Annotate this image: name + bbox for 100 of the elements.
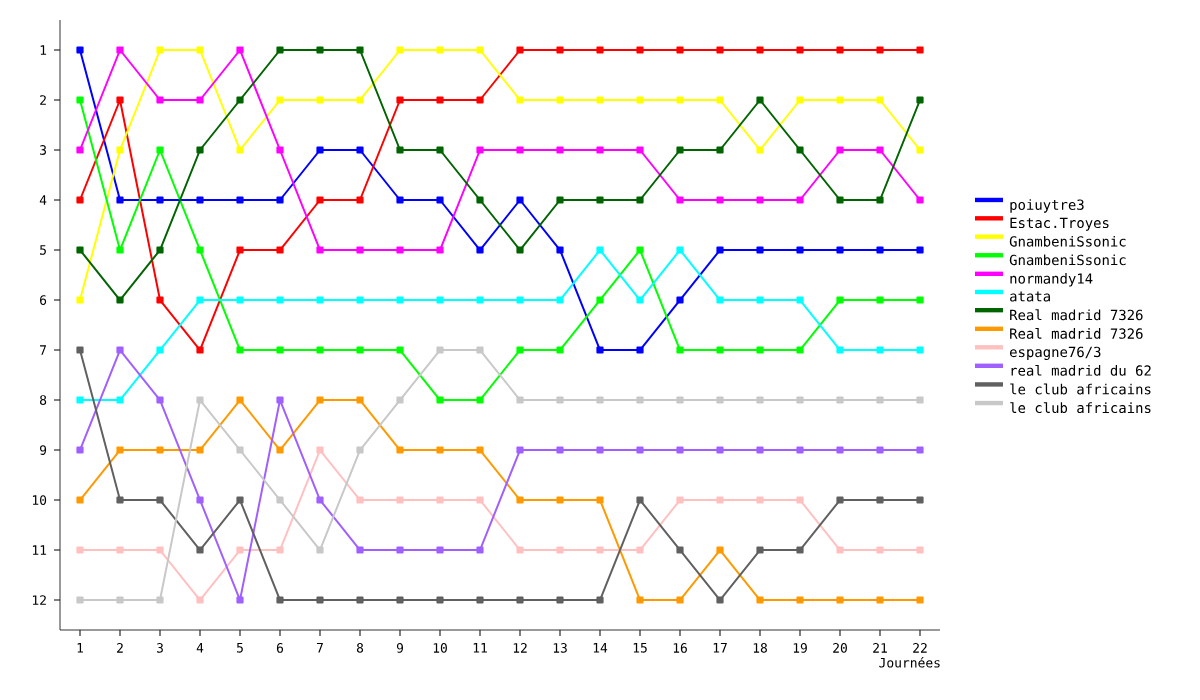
point [676, 396, 684, 404]
point [156, 396, 164, 404]
point [876, 446, 884, 454]
point [236, 96, 244, 104]
point [476, 296, 484, 304]
point [196, 96, 204, 104]
point [156, 196, 164, 204]
point [916, 96, 924, 104]
point [276, 396, 284, 404]
point [76, 196, 84, 204]
point [116, 196, 124, 204]
point [676, 196, 684, 204]
point [476, 346, 484, 354]
point [396, 46, 404, 54]
point [156, 246, 164, 254]
point [316, 196, 324, 204]
point [156, 496, 164, 504]
point [516, 196, 524, 204]
point [916, 346, 924, 354]
point [556, 196, 564, 204]
point [876, 246, 884, 254]
point [676, 246, 684, 254]
point [756, 246, 764, 254]
point [836, 346, 844, 354]
point [236, 196, 244, 204]
point [556, 146, 564, 154]
point [396, 446, 404, 454]
point [836, 496, 844, 504]
point [836, 396, 844, 404]
point [676, 546, 684, 554]
point [356, 546, 364, 554]
point [156, 546, 164, 554]
point [236, 446, 244, 454]
point [916, 396, 924, 404]
point [76, 346, 84, 354]
point [716, 596, 724, 604]
point [196, 196, 204, 204]
point [716, 546, 724, 554]
point [356, 496, 364, 504]
point [796, 496, 804, 504]
point [356, 296, 364, 304]
point [796, 96, 804, 104]
point [196, 346, 204, 354]
point [556, 546, 564, 554]
point [716, 246, 724, 254]
point [876, 146, 884, 154]
point [156, 346, 164, 354]
point [76, 446, 84, 454]
point [196, 496, 204, 504]
point [836, 246, 844, 254]
point [836, 46, 844, 54]
point [356, 346, 364, 354]
point [356, 396, 364, 404]
point [396, 196, 404, 204]
point [116, 146, 124, 154]
point [876, 296, 884, 304]
point [436, 146, 444, 154]
point [876, 546, 884, 554]
point [396, 346, 404, 354]
point [76, 596, 84, 604]
point [276, 446, 284, 454]
point [76, 46, 84, 54]
point [596, 196, 604, 204]
point [276, 546, 284, 554]
point [196, 596, 204, 604]
point [716, 296, 724, 304]
point [796, 196, 804, 204]
point [676, 146, 684, 154]
point [316, 446, 324, 454]
point [436, 246, 444, 254]
point [436, 46, 444, 54]
point [756, 96, 764, 104]
point [196, 296, 204, 304]
point [716, 46, 724, 54]
point [716, 396, 724, 404]
point [236, 596, 244, 604]
point [356, 96, 364, 104]
point [316, 496, 324, 504]
point [716, 146, 724, 154]
point [476, 396, 484, 404]
point [276, 496, 284, 504]
point [76, 246, 84, 254]
point [76, 396, 84, 404]
point [636, 246, 644, 254]
point [796, 446, 804, 454]
point [876, 46, 884, 54]
point [516, 396, 524, 404]
point [636, 596, 644, 604]
point [596, 396, 604, 404]
point [156, 46, 164, 54]
point [556, 296, 564, 304]
point [436, 346, 444, 354]
point [476, 196, 484, 204]
point [76, 546, 84, 554]
point [676, 46, 684, 54]
point [196, 246, 204, 254]
point [916, 196, 924, 204]
point [476, 596, 484, 604]
point [876, 596, 884, 604]
point [236, 46, 244, 54]
